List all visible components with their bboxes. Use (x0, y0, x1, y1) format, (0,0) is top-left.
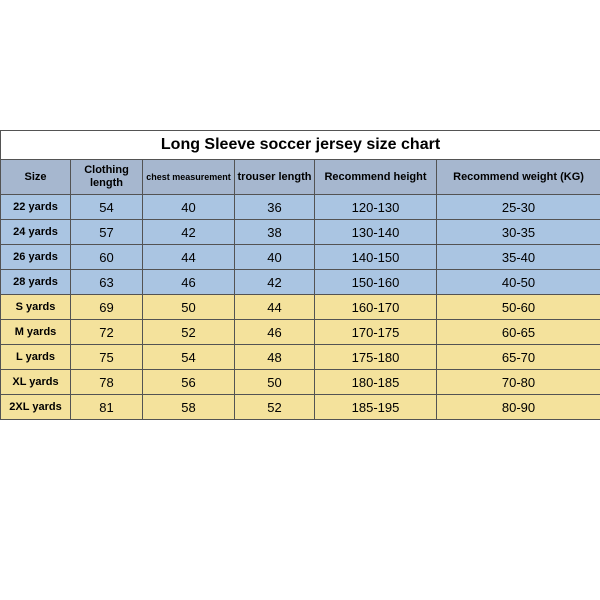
table-row: 24 yards574238130-14030-35 (1, 220, 600, 245)
table-row: 2XL yards815852185-19580-90 (1, 395, 600, 420)
data-cell: 57 (71, 220, 143, 245)
table-row: 28 yards634642150-16040-50 (1, 270, 600, 295)
data-cell: 25-30 (437, 195, 600, 220)
size-chart-table: Long Sleeve soccer jersey size chart Siz… (0, 130, 600, 420)
data-cell: 44 (235, 295, 315, 320)
data-cell: 40-50 (437, 270, 600, 295)
data-cell: 40 (143, 195, 235, 220)
data-cell: 30-35 (437, 220, 600, 245)
data-cell: 180-185 (315, 370, 437, 395)
column-header: Recommend height (315, 160, 437, 195)
data-cell: 170-175 (315, 320, 437, 345)
data-cell: 50 (143, 295, 235, 320)
table-row: L yards755448175-18065-70 (1, 345, 600, 370)
data-cell: 60-65 (437, 320, 600, 345)
data-cell: 63 (71, 270, 143, 295)
data-cell: 46 (235, 320, 315, 345)
data-cell: 80-90 (437, 395, 600, 420)
data-cell: 70-80 (437, 370, 600, 395)
column-header: Size (1, 160, 71, 195)
data-cell: 175-180 (315, 345, 437, 370)
size-chart-container: Long Sleeve soccer jersey size chart Siz… (0, 0, 600, 420)
data-cell: 185-195 (315, 395, 437, 420)
data-cell: 58 (143, 395, 235, 420)
data-cell: 44 (143, 245, 235, 270)
data-cell: 54 (143, 345, 235, 370)
data-cell: 48 (235, 345, 315, 370)
data-cell: 42 (143, 220, 235, 245)
size-cell: M yards (1, 320, 71, 345)
table-row: XL yards785650180-18570-80 (1, 370, 600, 395)
size-cell: 26 yards (1, 245, 71, 270)
table-row: S yards695044160-17050-60 (1, 295, 600, 320)
data-cell: 56 (143, 370, 235, 395)
data-cell: 50-60 (437, 295, 600, 320)
data-cell: 50 (235, 370, 315, 395)
size-cell: 24 yards (1, 220, 71, 245)
column-header: trouser length (235, 160, 315, 195)
column-header: Recommend weight (KG) (437, 160, 600, 195)
table-row: 26 yards604440140-15035-40 (1, 245, 600, 270)
data-cell: 35-40 (437, 245, 600, 270)
data-cell: 65-70 (437, 345, 600, 370)
column-header: chest measurement (143, 160, 235, 195)
size-cell: 2XL yards (1, 395, 71, 420)
table-row: M yards725246170-17560-65 (1, 320, 600, 345)
data-cell: 36 (235, 195, 315, 220)
data-cell: 140-150 (315, 245, 437, 270)
data-cell: 150-160 (315, 270, 437, 295)
data-cell: 160-170 (315, 295, 437, 320)
data-cell: 40 (235, 245, 315, 270)
data-cell: 52 (235, 395, 315, 420)
data-cell: 54 (71, 195, 143, 220)
data-cell: 130-140 (315, 220, 437, 245)
data-cell: 52 (143, 320, 235, 345)
size-cell: 28 yards (1, 270, 71, 295)
size-cell: S yards (1, 295, 71, 320)
size-cell: L yards (1, 345, 71, 370)
size-cell: XL yards (1, 370, 71, 395)
data-cell: 38 (235, 220, 315, 245)
data-cell: 75 (71, 345, 143, 370)
column-header: Clothing length (71, 160, 143, 195)
data-cell: 78 (71, 370, 143, 395)
data-cell: 72 (71, 320, 143, 345)
data-cell: 69 (71, 295, 143, 320)
data-cell: 120-130 (315, 195, 437, 220)
size-cell: 22 yards (1, 195, 71, 220)
table-title: Long Sleeve soccer jersey size chart (1, 131, 600, 160)
data-cell: 60 (71, 245, 143, 270)
data-cell: 81 (71, 395, 143, 420)
table-row: 22 yards544036120-13025-30 (1, 195, 600, 220)
data-cell: 42 (235, 270, 315, 295)
data-cell: 46 (143, 270, 235, 295)
